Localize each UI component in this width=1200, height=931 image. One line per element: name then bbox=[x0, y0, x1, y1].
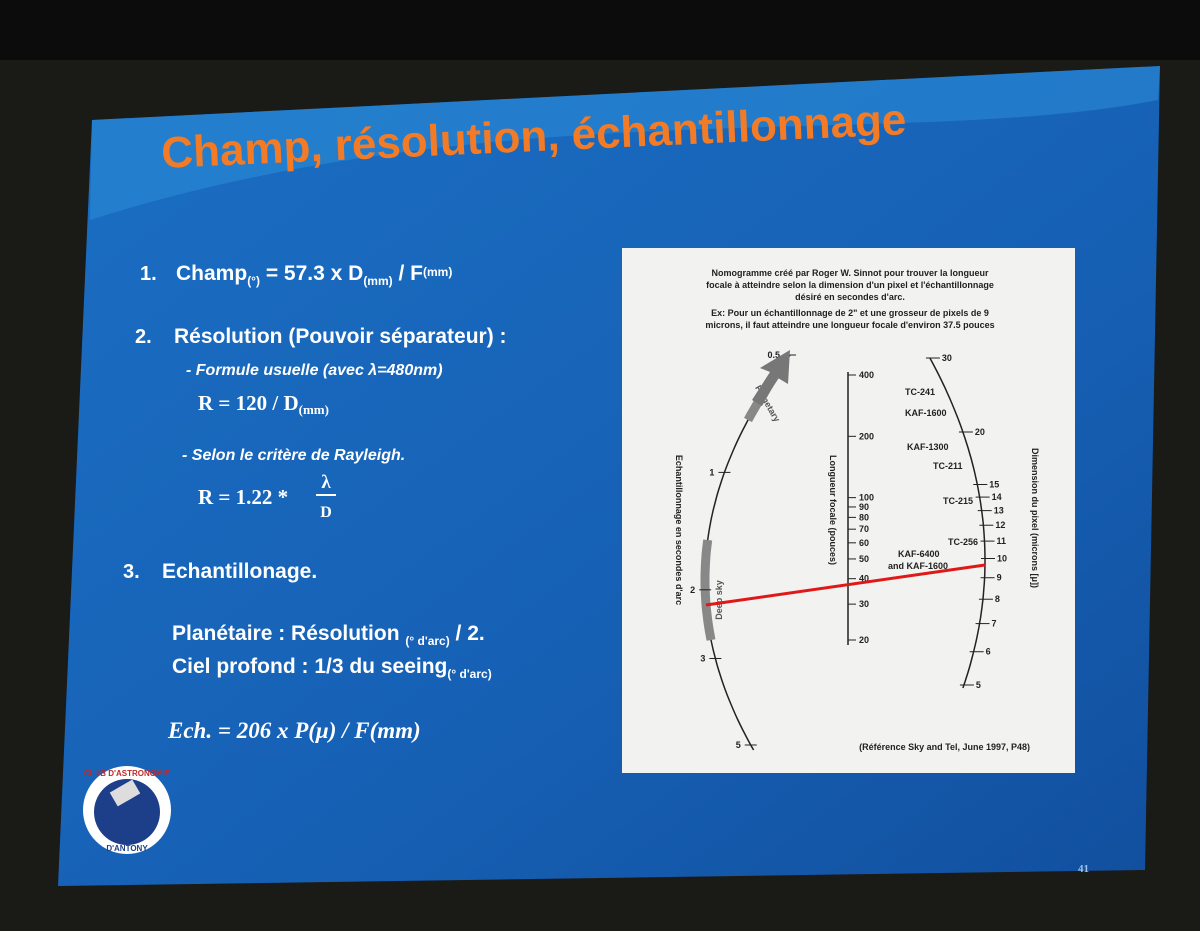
tick-label: 9 bbox=[997, 573, 1002, 583]
caption: Ex: Pour un échantillonnage de 2" et une… bbox=[711, 308, 989, 318]
tick-label: 3 bbox=[700, 653, 705, 663]
sensor-label: TC-211 bbox=[933, 461, 963, 471]
tick-label: 8 bbox=[995, 594, 1000, 604]
denominator: D bbox=[320, 504, 332, 521]
tick-label: 2 bbox=[690, 585, 695, 595]
sensor-label: and KAF-1600 bbox=[888, 561, 948, 571]
tick-label: 200 bbox=[859, 431, 874, 441]
tick-label: 1 bbox=[709, 467, 714, 477]
tick-label: 100 bbox=[859, 493, 874, 503]
item-number: 2. bbox=[135, 326, 152, 348]
band-label: Deep sky bbox=[714, 580, 724, 620]
tick-label: 20 bbox=[975, 427, 985, 437]
tick-label: 12 bbox=[995, 520, 1005, 530]
page-number: 41 bbox=[1078, 863, 1089, 875]
tick-label: 0.5 bbox=[768, 350, 781, 360]
tick-label: 5 bbox=[736, 740, 741, 750]
tick-label: 60 bbox=[859, 538, 869, 548]
tick-label: 50 bbox=[859, 554, 869, 564]
logo-inner bbox=[94, 779, 160, 845]
numerator: λ bbox=[321, 472, 331, 493]
formula: Champ(°) = 57.3 x D(mm) / F(mm) bbox=[176, 262, 452, 288]
logo-text: CLUB D'ASTRONOMIE bbox=[84, 769, 171, 778]
tick-label: 6 bbox=[986, 647, 991, 657]
tick-label: 7 bbox=[992, 619, 997, 629]
formula: R = 1.22 * bbox=[198, 485, 288, 509]
tick-label: 40 bbox=[859, 574, 869, 584]
reference: (Référence Sky and Tel, June 1997, P48) bbox=[859, 742, 1030, 752]
tick-label: 13 bbox=[994, 506, 1004, 516]
tick-label: 80 bbox=[859, 512, 869, 522]
tick-label: 30 bbox=[942, 353, 952, 363]
item-heading: Echantillonage. bbox=[162, 560, 317, 583]
caption: Nomogramme créé par Roger W. Sinnot pour… bbox=[711, 268, 989, 278]
item-number: 1. bbox=[140, 263, 157, 285]
formula: R = 120 / D(mm) bbox=[198, 391, 329, 417]
equation: Ech. = 206 x P(μ) / F(mm) bbox=[167, 718, 421, 743]
scale-curve bbox=[929, 357, 986, 689]
tick-label: 20 bbox=[859, 635, 869, 645]
sensor-label: KAF-1600 bbox=[905, 408, 947, 418]
sensor-label: KAF-6400 bbox=[898, 549, 940, 559]
logo-telescope bbox=[109, 779, 141, 807]
tick-label: 400 bbox=[859, 370, 874, 380]
tick-label: 11 bbox=[997, 536, 1007, 546]
tick-label: 10 bbox=[997, 553, 1007, 563]
axis-label: Longueur focale (pouces) bbox=[828, 455, 838, 565]
caption: focale à atteindre selon la dimension d'… bbox=[706, 280, 994, 290]
tick-label: 14 bbox=[992, 492, 1002, 502]
sampling-line: Ciel profond : 1/3 du seeing(° d'arc) bbox=[172, 655, 492, 681]
slide-swoosh bbox=[90, 66, 1160, 220]
sensor-label: TC-241 bbox=[905, 387, 935, 397]
sensor-label: TC-256 bbox=[948, 537, 978, 547]
nomogram-content: Nomogramme créé par Roger W. Sinnot pour… bbox=[674, 268, 1040, 752]
tick-label: 70 bbox=[859, 524, 869, 534]
sensor-label: KAF-1300 bbox=[907, 442, 949, 452]
sampling-line: Planétaire : Résolution (° d'arc) / 2. bbox=[172, 622, 485, 648]
arrow bbox=[752, 350, 790, 406]
method-label: - Formule usuelle (avec λ=480nm) bbox=[186, 362, 443, 379]
axis-label: Dimension du pixel (microns [μ]) bbox=[1030, 448, 1040, 588]
method-label: - Selon le critère de Rayleigh. bbox=[182, 447, 405, 464]
item-number: 3. bbox=[123, 561, 140, 583]
tick-label: 30 bbox=[859, 599, 869, 609]
example-line bbox=[705, 563, 986, 607]
axis-label: Echantillonnage en secondes d'arc bbox=[674, 455, 684, 605]
sensor-label: TC-215 bbox=[943, 496, 973, 506]
tick-label: 15 bbox=[989, 480, 999, 490]
tick-label: 5 bbox=[976, 680, 981, 690]
caption: désiré en secondes d'arc. bbox=[795, 292, 905, 302]
tick-label: 90 bbox=[859, 502, 869, 512]
logo-text: D'ANTONY bbox=[106, 844, 148, 853]
caption: microns, il faut atteindre une longueur … bbox=[705, 320, 994, 330]
item-heading: Résolution (Pouvoir séparateur) : bbox=[174, 325, 507, 348]
ceiling bbox=[0, 0, 1200, 60]
